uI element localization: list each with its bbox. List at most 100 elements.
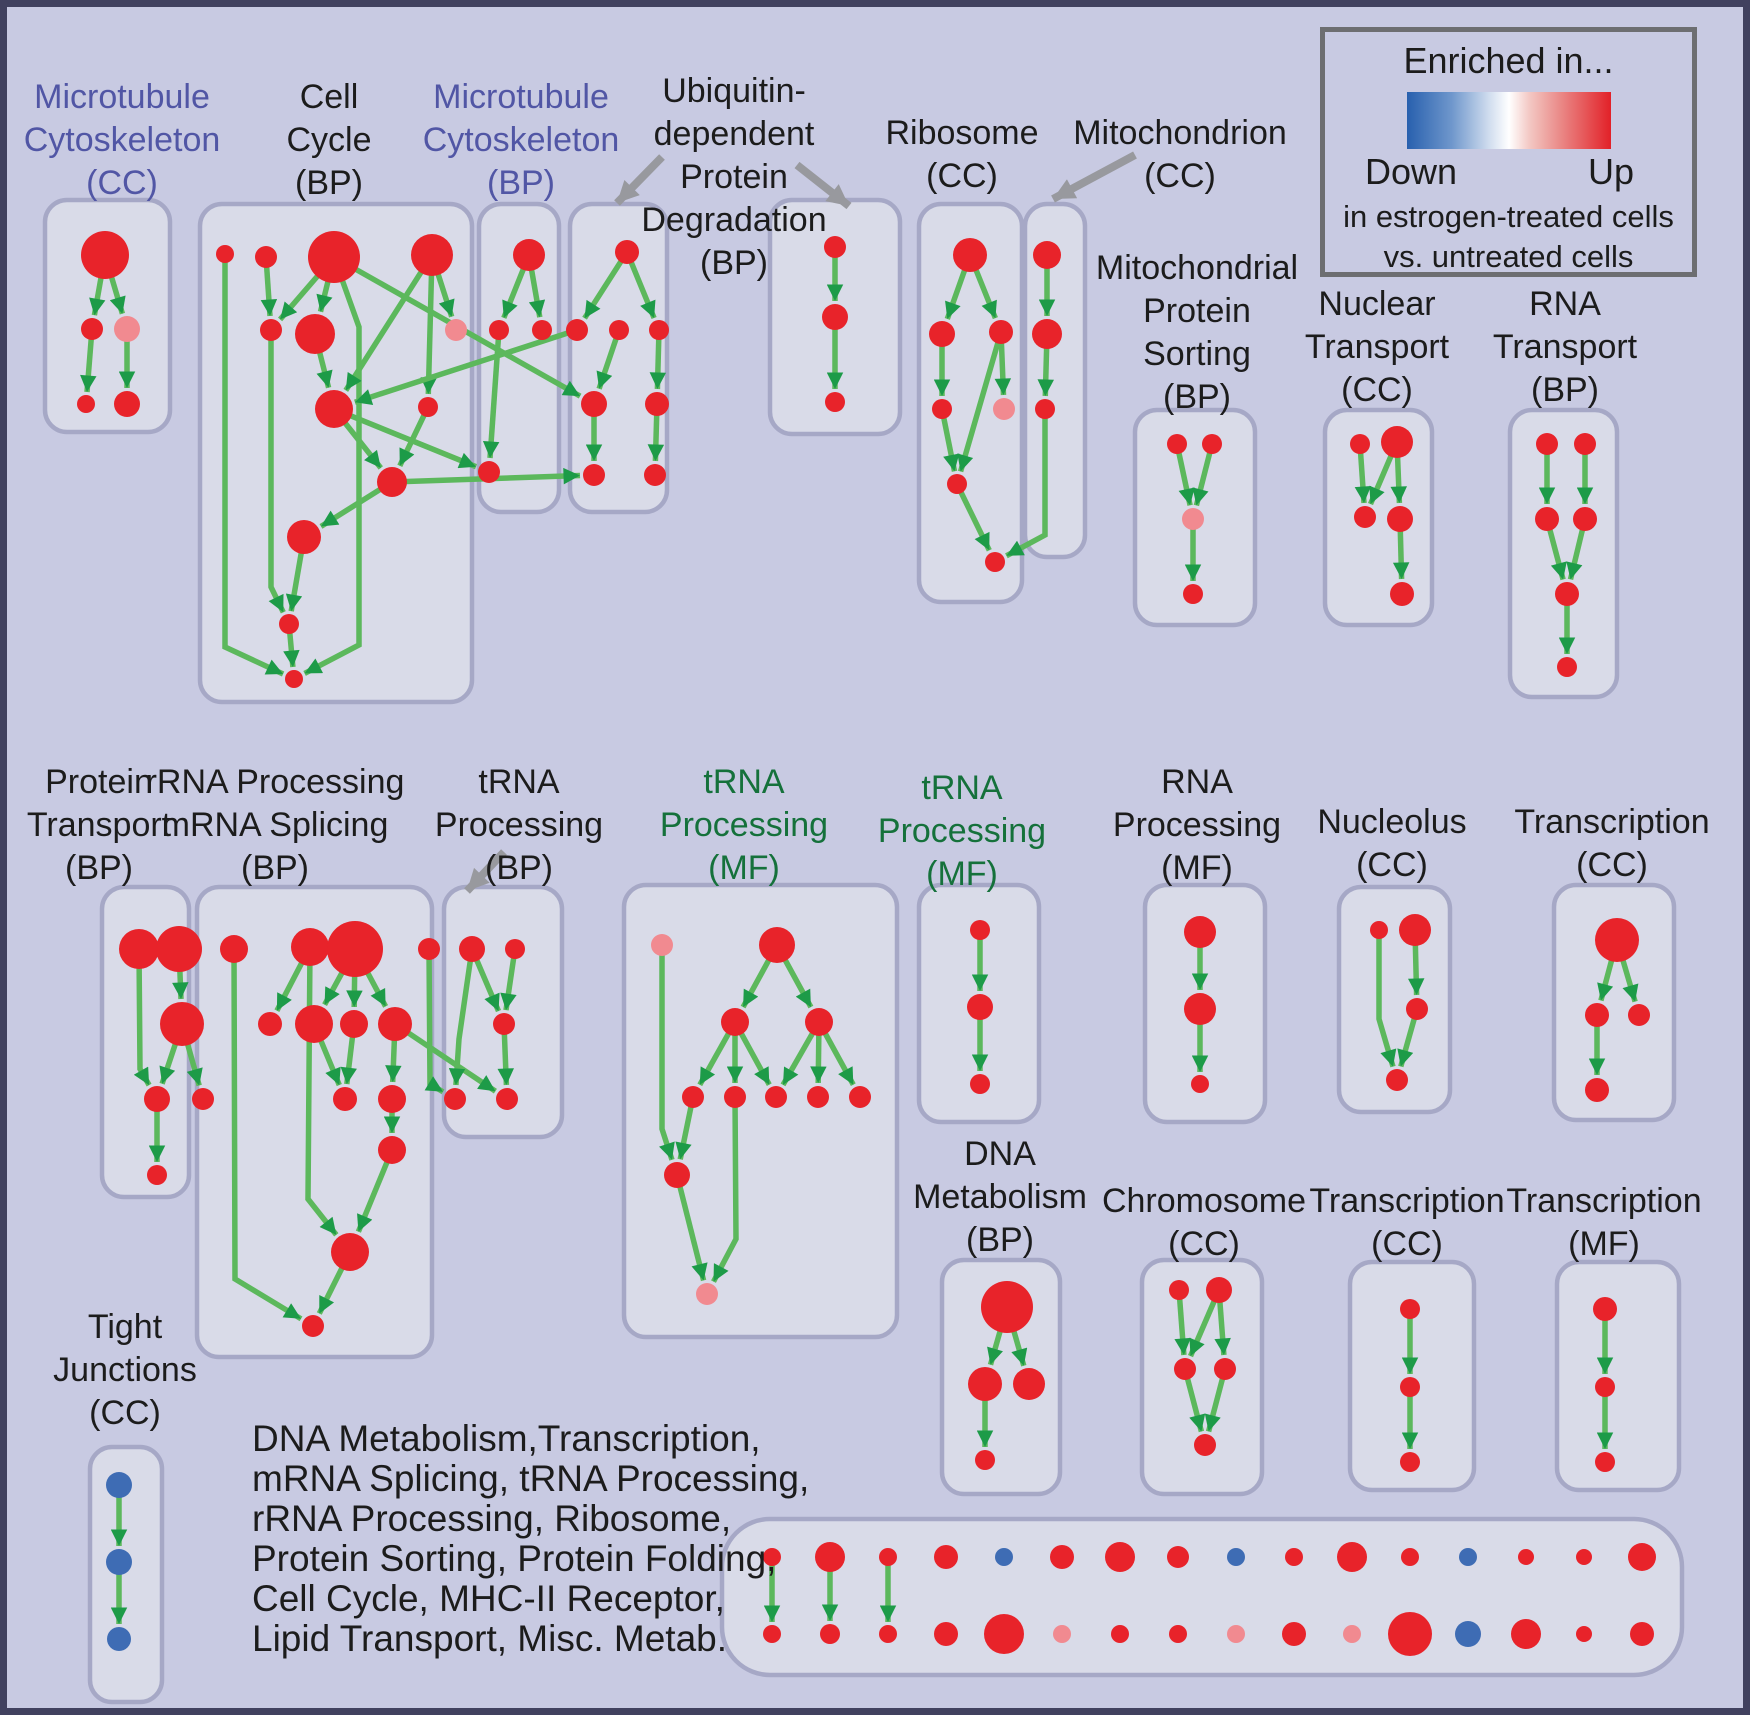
go-term-node-z16 [1628, 1543, 1656, 1571]
go-term-node-y7 [1111, 1625, 1129, 1643]
go-term-node-p6 [192, 1088, 214, 1110]
go-term-node-r4 [932, 399, 952, 419]
label-rna-transport: RNA Transport (BP) [1492, 285, 1638, 409]
go-term-node-q6 [295, 1005, 333, 1043]
group-box-microtubule-cc [42, 197, 173, 435]
go-term-node-c12 [279, 614, 299, 634]
edge-r3-r6 [957, 331, 1004, 473]
go-term-node-c10 [377, 467, 407, 497]
network-canvas [42, 151, 1685, 1705]
go-term-node-c7 [445, 319, 467, 341]
go-term-node-c8 [315, 390, 353, 428]
go-term-node-E [496, 1088, 518, 1110]
go-term-node-d3 [1013, 1368, 1045, 1400]
go-term-node-p2 [156, 926, 202, 972]
go-term-node-e2 [1206, 1277, 1232, 1303]
go-term-node-g5 [682, 1086, 704, 1108]
go-term-node-a2 [81, 318, 103, 340]
go-term-node-t6 [1557, 657, 1577, 677]
go-term-node-m1 [513, 239, 545, 271]
go-term-node-g2 [759, 927, 795, 963]
legend-context-line1: in estrogen-treated cells [1343, 199, 1674, 234]
group-box-transcription-mf-bottom [1554, 1259, 1682, 1493]
go-term-node-q12 [331, 1233, 369, 1271]
label-dna-metabolism: DNA Metabolism (BP) [913, 1135, 1087, 1259]
go-term-node-t5 [1555, 582, 1579, 606]
go-term-node-tj3 [107, 1627, 131, 1651]
label-chromosome: Chromosome (CC) [1101, 1182, 1307, 1263]
edge-s2-s3 [1192, 443, 1215, 507]
label-callout-arrow-3 [1051, 151, 1137, 203]
go-term-node-y5 [984, 1614, 1024, 1654]
edge-c9-c10 [397, 405, 431, 467]
label-cell-cycle: Cell Cycle (BP) [286, 78, 372, 202]
edge-q8-E [393, 1021, 497, 1094]
group-box-rna-transport [1507, 407, 1620, 700]
go-term-node-y15 [1576, 1626, 1592, 1642]
go-term-node-l2 [1585, 1003, 1609, 1027]
go-term-node-s3 [1182, 508, 1204, 530]
label-trna-processing-bp: tRNA Processing (BP) [434, 763, 604, 887]
go-term-node-l3 [1628, 1004, 1650, 1026]
label-mitochondrial-protein-sorting: Mitochondrial Protein Sorting (BP) [1095, 249, 1299, 416]
go-term-node-u1n1 [581, 391, 607, 417]
go-term-node-B [505, 939, 525, 959]
group-box-mitochondrion [1022, 201, 1088, 560]
go-term-node-y10 [1282, 1622, 1306, 1646]
go-term-node-q2 [291, 928, 329, 966]
go-term-node-z6 [1050, 1545, 1074, 1569]
go-term-node-z12 [1401, 1548, 1419, 1566]
go-term-node-tj1 [106, 1472, 132, 1498]
label-callout-arrow-1 [614, 154, 665, 206]
edge-B-C [500, 948, 518, 1011]
go-term-node-k3 [1406, 998, 1428, 1020]
go-term-node-c13 [285, 670, 303, 688]
go-term-node-k1 [1370, 921, 1388, 939]
label-microtubule-cytoskeleton-bp: Microtubule Cytoskeleton (BP) [422, 78, 620, 202]
go-term-node-a1 [81, 231, 129, 279]
go-term-node-s4 [1183, 584, 1203, 604]
edge-k1-k4 [1376, 930, 1397, 1068]
go-term-node-e5 [1194, 1434, 1216, 1456]
go-term-node-w2 [1595, 1377, 1615, 1397]
go-term-node-c1 [216, 245, 234, 263]
go-term-node-k4 [1386, 1069, 1408, 1091]
go-term-node-c11 [287, 520, 321, 554]
label-callout-arrow-2 [794, 161, 852, 210]
go-term-node-c4 [411, 234, 453, 276]
label-rrna-processing-mrna-splicing: rRNA Processing mRNA Splicing (BP) [145, 763, 405, 887]
go-term-node-r1 [953, 238, 987, 272]
go-term-node-y4 [934, 1622, 958, 1646]
edge-r4-r6 [939, 408, 960, 472]
go-term-node-r7 [985, 552, 1005, 572]
label-ribosome: Ribosome (CC) [885, 114, 1039, 195]
go-term-node-r2 [929, 321, 955, 347]
go-term-node-z10 [1285, 1548, 1303, 1566]
label-transcription-cc-mid: Transcription (CC) [1514, 803, 1710, 884]
go-term-node-q13 [302, 1315, 324, 1337]
go-term-node-j1 [1184, 916, 1216, 948]
legend: Enriched in... Down Up in estrogen-treat… [1320, 27, 1697, 277]
go-term-node-n1 [1350, 434, 1370, 454]
legend-down-label: Down [1365, 151, 1458, 192]
go-term-node-y1 [763, 1625, 781, 1643]
edge-u1m1-c8 [354, 327, 578, 405]
go-term-node-t2 [1574, 433, 1596, 455]
go-term-node-g4 [805, 1008, 833, 1036]
go-term-node-q3 [327, 921, 383, 977]
edge-c1-c13 [222, 254, 285, 677]
go-term-node-u1m2 [609, 320, 629, 340]
go-term-node-e3 [1174, 1358, 1196, 1380]
go-term-node-e4 [1214, 1358, 1236, 1380]
go-term-node-q9 [333, 1087, 357, 1111]
go-term-node-d1 [981, 1281, 1033, 1333]
label-ubiquitin-degradation: Ubiquitin- dependent Protein Degradation… [641, 72, 827, 282]
label-rna-processing-mf: RNA Processing (MF) [1112, 763, 1282, 887]
go-term-node-q11 [378, 1136, 406, 1164]
go-term-node-q5 [258, 1012, 282, 1036]
go-term-node-c2 [255, 246, 277, 268]
go-term-node-y14 [1511, 1619, 1541, 1649]
go-term-node-y16 [1630, 1622, 1654, 1646]
go-term-node-r3 [989, 320, 1013, 344]
